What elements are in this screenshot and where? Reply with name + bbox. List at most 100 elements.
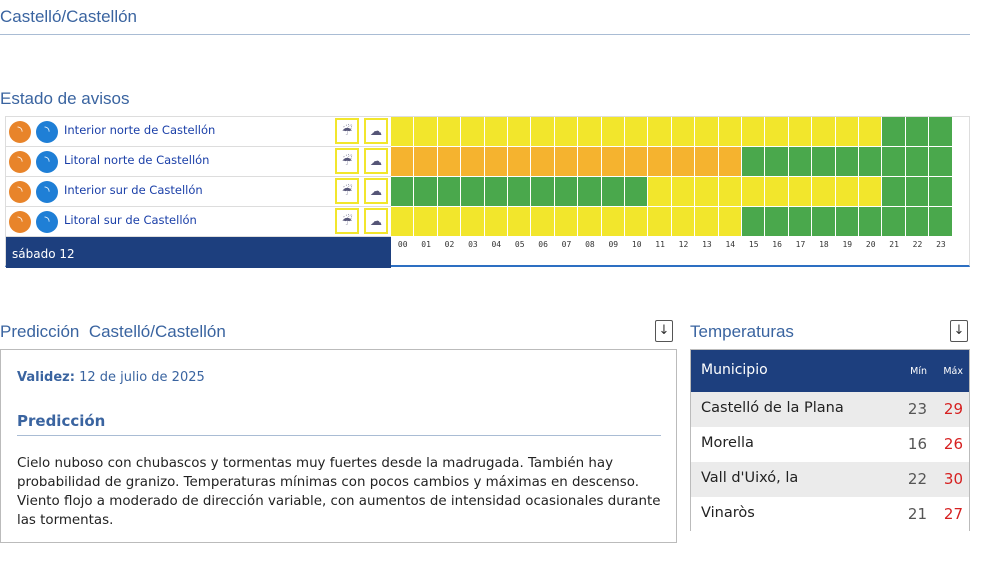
- warning-cell: [484, 207, 508, 237]
- download-button[interactable]: ↓: [950, 320, 968, 342]
- table-cell: 30: [943, 470, 963, 488]
- warning-cell: [905, 207, 930, 237]
- rss-icon[interactable]: ◝: [9, 181, 31, 203]
- hour-label: 17: [795, 240, 806, 249]
- rss-icon[interactable]: ◝: [9, 151, 31, 173]
- table-cell: Castelló de la Plana: [701, 400, 844, 416]
- warning-cell: [695, 177, 719, 207]
- hour-label: 07: [561, 240, 572, 249]
- rss-icon[interactable]: ◝: [36, 121, 58, 143]
- warning-cell: [554, 177, 579, 207]
- weather-icon: ☔: [335, 178, 359, 204]
- weather-icon: ☔: [335, 118, 359, 144]
- warning-cell: [671, 147, 696, 177]
- section-title: Predicción Castelló/Castellón: [0, 322, 226, 342]
- warning-cell: [671, 207, 696, 237]
- warning-cell: [765, 177, 789, 207]
- zone-link[interactable]: Litoral sur de Castellón: [64, 213, 197, 227]
- warning-cell: [554, 147, 579, 177]
- table-cell: 22: [907, 470, 927, 488]
- warning-cell: [718, 207, 742, 237]
- column-header: Máx: [943, 366, 963, 377]
- hour-label: 09: [608, 240, 619, 249]
- warning-cell: [437, 117, 462, 147]
- warning-cell: [578, 177, 602, 207]
- hour-label: 23: [936, 240, 946, 249]
- column-header: Mín: [910, 366, 927, 377]
- warning-cell: [812, 147, 836, 177]
- hour-label: 06: [538, 240, 548, 249]
- warning-cell: [508, 117, 532, 147]
- warning-cell: [578, 117, 602, 147]
- hour-label: 04: [491, 240, 502, 249]
- warning-cell: [437, 177, 462, 207]
- weather-icon: ☔: [335, 208, 359, 234]
- warning-cell: [625, 177, 649, 207]
- warning-cell: [508, 207, 532, 237]
- hour-label: 15: [748, 240, 759, 249]
- weather-icon: ☁: [364, 148, 388, 174]
- hour-label: 20: [865, 240, 876, 249]
- table-cell: Morella: [701, 435, 754, 451]
- prediction-text: Cielo nuboso con chubascos y tormentas m…: [17, 456, 661, 528]
- prediction-place: Castelló/Castellón: [88, 322, 226, 341]
- warning-cell: [765, 207, 789, 237]
- download-button[interactable]: ↓: [655, 320, 673, 342]
- table-cell: 23: [907, 400, 927, 418]
- row-divider: [6, 236, 391, 237]
- warning-cell: [461, 177, 485, 207]
- warning-cell: [765, 117, 789, 147]
- hour-label: 13: [702, 240, 712, 249]
- rss-icon[interactable]: ◝: [36, 181, 58, 203]
- warning-cell: [788, 117, 813, 147]
- warning-cell: [718, 147, 742, 177]
- warning-cell: [648, 177, 672, 207]
- warning-cell: [671, 177, 696, 207]
- table-row: [691, 427, 969, 462]
- zone-link[interactable]: Litoral norte de Castellón: [64, 153, 210, 167]
- warning-cell: [765, 147, 789, 177]
- weather-icon: ☁: [364, 178, 388, 204]
- rss-icon[interactable]: ◝: [36, 211, 58, 233]
- hour-label: 19: [842, 240, 853, 249]
- warning-cell: [859, 207, 883, 237]
- warning-cell: [812, 117, 836, 147]
- hour-label: 02: [444, 240, 455, 249]
- table-cell: 26: [943, 435, 963, 453]
- hour-label: 18: [819, 240, 829, 249]
- warning-cell: [859, 117, 883, 147]
- prediction-heading: Predicción: [17, 412, 661, 436]
- warning-cell: [578, 207, 602, 237]
- temperatures-table: Municipio Mín Máx Castelló de la Plana 23 29 M…: [690, 349, 970, 532]
- zone-link[interactable]: Interior sur de Castellón: [64, 183, 203, 197]
- hour-label: 21: [889, 240, 899, 249]
- hour-label: 01: [421, 240, 431, 249]
- warning-cell: [742, 177, 766, 207]
- warning-cell: [718, 177, 742, 207]
- warning-cell: [835, 147, 859, 177]
- warning-cell: [508, 177, 532, 207]
- warning-cell: [859, 147, 883, 177]
- warning-cell: [391, 147, 415, 177]
- rss-icon[interactable]: ◝: [36, 151, 58, 173]
- warning-cell: [461, 117, 485, 147]
- day-band: sábado 12: [6, 237, 391, 268]
- warning-cell: [414, 207, 438, 237]
- table-header: [691, 350, 969, 392]
- warning-cell: [414, 117, 438, 147]
- hour-label: 22: [912, 240, 923, 249]
- warning-cell: [461, 147, 485, 177]
- rss-icon[interactable]: ◝: [9, 211, 31, 233]
- table-cell: 29: [943, 400, 963, 418]
- warning-cell: [625, 207, 649, 237]
- warning-cell: [718, 117, 742, 147]
- section-title: Temperaturas: [690, 322, 794, 341]
- warning-cell: [531, 177, 555, 207]
- warning-cell: [788, 147, 813, 177]
- rss-icon[interactable]: ◝: [9, 121, 31, 143]
- warning-cell: [437, 207, 462, 237]
- hour-label: 12: [678, 240, 689, 249]
- warning-cell: [742, 207, 766, 237]
- zone-link[interactable]: Interior norte de Castellón: [64, 123, 216, 137]
- warning-cell: [531, 117, 555, 147]
